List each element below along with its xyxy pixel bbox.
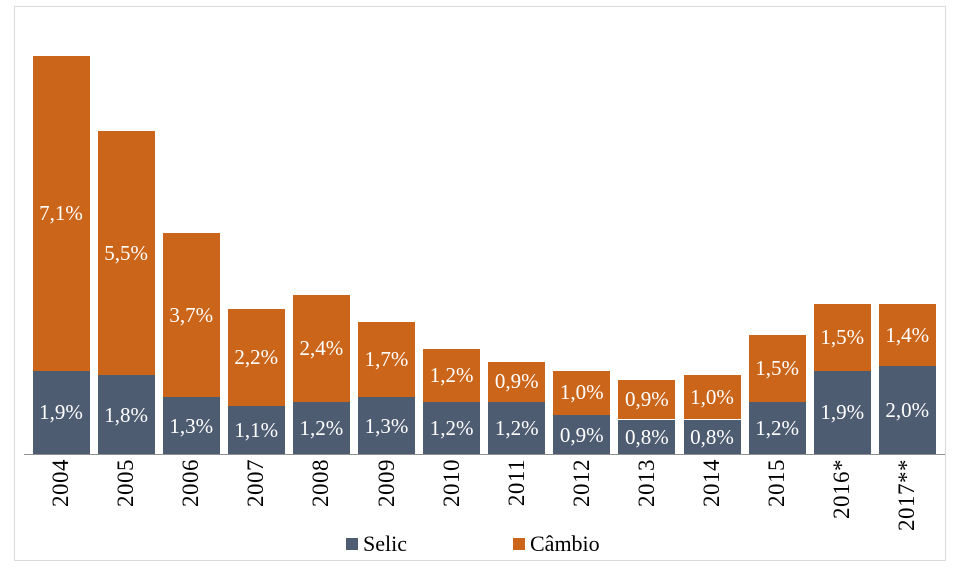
- bar-segment-cambio-2012: 1,0%: [553, 370, 611, 416]
- bar-segment-selic-2013: 0,8%: [618, 419, 676, 455]
- data-label-cambio-2004: 7,1%: [39, 200, 83, 225]
- data-label-selic-2011: 1,2%: [494, 415, 539, 440]
- x-tick-label-2006: 2006: [178, 459, 204, 507]
- bar-segment-cambio-2009: 1,7%: [358, 322, 415, 398]
- x-axis-line: [24, 453, 945, 455]
- x-tick-label-2012: 2012: [568, 459, 594, 507]
- data-label-selic-2004: 1,9%: [39, 400, 83, 425]
- x-tick-label-2009: 2009: [373, 459, 399, 507]
- data-label-cambio-2017: 1,4%: [885, 322, 930, 347]
- bar-segment-cambio-2016: 1,5%: [813, 304, 871, 371]
- data-label-selic-2017: 2,0%: [885, 398, 930, 423]
- bar-segment-selic-2016: 1,9%: [813, 370, 871, 455]
- x-tick-label-2008: 2008: [308, 459, 334, 507]
- x-tick-label-2017: 2017**: [894, 459, 920, 531]
- bar-segment-selic-2005: 1,8%: [97, 375, 155, 455]
- bar-segment-selic-2014: 0,8%: [683, 419, 741, 455]
- bar-segment-selic-2004: 1,9%: [32, 370, 90, 455]
- data-label-cambio-2012: 1,0%: [559, 380, 604, 405]
- data-label-cambio-2014: 1,0%: [690, 384, 734, 409]
- bar-segment-cambio-2013: 0,9%: [618, 379, 676, 420]
- x-tick-label-2014: 2014: [699, 459, 724, 507]
- data-label-selic-2014: 0,8%: [690, 424, 734, 449]
- data-label-selic-2016: 1,9%: [820, 400, 865, 425]
- data-label-cambio-2010: 1,2%: [429, 362, 474, 387]
- x-tick-label-2004: 2004: [48, 459, 73, 507]
- bar-segment-selic-2006: 1,3%: [162, 397, 220, 455]
- data-label-selic-2009: 1,3%: [364, 413, 409, 438]
- data-label-selic-2005: 1,8%: [104, 402, 148, 427]
- data-label-selic-2006: 1,3%: [169, 413, 214, 438]
- data-label-cambio-2007: 2,2%: [234, 344, 279, 369]
- data-label-cambio-2006: 3,7%: [169, 302, 214, 327]
- x-tick-label-2007: 2007: [243, 459, 269, 507]
- data-label-selic-2010: 1,2%: [429, 415, 474, 440]
- data-label-cambio-2011: 0,9%: [494, 369, 539, 394]
- bar-segment-cambio-2007: 2,2%: [227, 308, 285, 407]
- legend-label-cambio: Câmbio: [530, 531, 600, 556]
- bar-segment-selic-2012: 0,9%: [553, 415, 611, 455]
- x-tick-label-2005: 2005: [113, 459, 139, 507]
- bar-segment-cambio-2011: 0,9%: [488, 361, 546, 402]
- bar-segment-cambio-2005: 5,5%: [97, 131, 155, 376]
- data-label-selic-2012: 0,9%: [559, 422, 604, 447]
- legend-swatch-selic: [346, 538, 358, 550]
- legend-swatch-cambio: [513, 538, 525, 550]
- data-label-cambio-2009: 1,7%: [364, 347, 409, 372]
- x-tick-label-2015: 2015: [764, 459, 790, 507]
- data-label-cambio-2005: 5,5%: [104, 240, 148, 265]
- data-label-cambio-2016: 1,5%: [820, 325, 865, 350]
- bar-segment-cambio-2006: 3,7%: [162, 233, 220, 398]
- data-label-selic-2007: 1,1%: [234, 418, 279, 443]
- data-label-selic-2013: 0,8%: [625, 424, 669, 449]
- bar-segment-cambio-2017: 1,4%: [878, 304, 936, 367]
- data-label-cambio-2008: 2,4%: [299, 336, 344, 361]
- data-label-cambio-2013: 0,9%: [625, 387, 669, 412]
- bar-segment-selic-2007: 1,1%: [227, 406, 285, 455]
- legend-item-cambio: Câmbio: [513, 531, 600, 557]
- bar-segment-selic-2017: 2,0%: [878, 366, 936, 455]
- data-label-cambio-2015: 1,5%: [755, 356, 799, 381]
- legend-label-selic: Selic: [363, 531, 407, 556]
- bar-segment-selic-2015: 1,2%: [748, 401, 806, 455]
- bar-segment-cambio-2010: 1,2%: [423, 348, 481, 402]
- data-label-selic-2008: 1,2%: [299, 415, 344, 440]
- x-tick-label-2011: 2011: [503, 459, 529, 507]
- bar-segment-selic-2011: 1,2%: [488, 401, 546, 455]
- x-tick-label-2013: 2013: [633, 459, 659, 507]
- bar-segment-cambio-2004: 7,1%: [32, 56, 90, 371]
- x-tick-label-2016: 2016*: [829, 459, 855, 519]
- data-label-selic-2015: 1,2%: [755, 415, 799, 440]
- x-tick-label-2010: 2010: [438, 459, 464, 507]
- legend-item-selic: Selic: [346, 531, 407, 557]
- bar-segment-selic-2010: 1,2%: [423, 401, 481, 455]
- bar-segment-cambio-2008: 2,4%: [292, 295, 350, 402]
- bar-segment-selic-2008: 1,2%: [292, 401, 350, 455]
- bar-segment-cambio-2014: 1,0%: [683, 375, 741, 420]
- bar-segment-cambio-2015: 1,5%: [748, 335, 806, 402]
- bar-segment-selic-2009: 1,3%: [358, 397, 415, 455]
